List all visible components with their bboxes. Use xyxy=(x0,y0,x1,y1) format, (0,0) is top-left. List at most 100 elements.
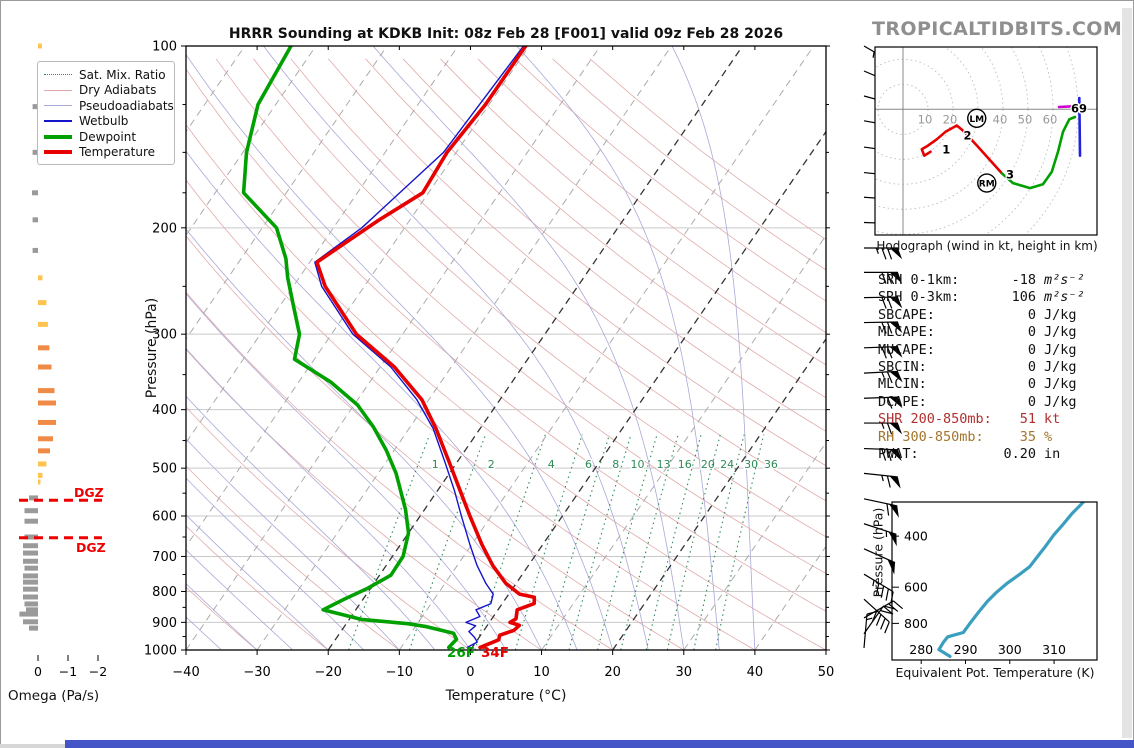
surface-dewpoint-label: 26F xyxy=(446,645,475,661)
stat-value: 51 xyxy=(1019,411,1036,428)
svg-text:RM: RM xyxy=(979,180,995,190)
surface-temperature-label: 34F xyxy=(480,645,509,661)
stat-unit: m²s⁻² xyxy=(1044,289,1085,306)
svg-text:600: 600 xyxy=(152,510,177,525)
legend-swatch-icon xyxy=(44,120,72,123)
stat-row: MLCIN: 0 J/kg xyxy=(878,376,1128,393)
stat-label: PWAT: xyxy=(878,445,919,462)
svg-text:40: 40 xyxy=(993,112,1008,126)
svg-text:60: 60 xyxy=(1043,112,1058,126)
stat-label: SRH 0-1km: xyxy=(878,272,960,288)
stat-label: MLCIN: xyxy=(878,376,927,393)
svg-text:36: 36 xyxy=(764,458,778,471)
svg-text:20: 20 xyxy=(943,112,958,126)
svg-text:300: 300 xyxy=(152,328,177,343)
svg-text:−1: −1 xyxy=(59,664,77,679)
stat-row: SHR 200-850mb: 51 kt xyxy=(878,411,1128,428)
stat-value: 35 xyxy=(1019,428,1036,445)
svg-text:40: 40 xyxy=(747,665,764,680)
legend-item-label: Wetbulb xyxy=(79,114,129,129)
svg-text:400: 400 xyxy=(152,403,177,418)
legend-item: Wetbulb xyxy=(44,114,168,130)
svg-text:0: 0 xyxy=(34,664,42,679)
right-scroll-strip[interactable] xyxy=(1122,8,1132,738)
svg-text:69: 69 xyxy=(1071,101,1087,115)
legend-item-label: Dry Adiabats xyxy=(79,83,157,98)
theta-e-panel xyxy=(937,502,1086,659)
svg-text:280: 280 xyxy=(909,642,933,657)
svg-text:800: 800 xyxy=(904,616,928,631)
stat-unit: J/kg xyxy=(1044,324,1077,341)
svg-text:8: 8 xyxy=(612,458,619,471)
stat-row: SRH 0-1km: -18 m²s⁻² xyxy=(878,272,1128,289)
svg-text:−10: −10 xyxy=(386,665,413,680)
hodograph-caption: Hodograph (wind in kt, height in km) xyxy=(876,239,1098,253)
legend-swatch-icon xyxy=(44,134,72,139)
legend-item: Dry Adiabats xyxy=(44,83,168,99)
stat-value: 0 xyxy=(1027,376,1036,393)
skewt-x-axis-title: Temperature (°C) xyxy=(445,688,567,704)
svg-text:200: 200 xyxy=(152,221,177,236)
stat-value: -18 xyxy=(1011,272,1036,288)
omega-panel: 0 −1 −2 xyxy=(19,43,107,679)
stat-label: SRH 0-3km: xyxy=(878,289,960,306)
dgz-top-label: DGZ xyxy=(74,485,104,500)
stat-label: SBCAPE: xyxy=(878,306,935,323)
stat-unit: kt xyxy=(1044,411,1061,428)
stat-value: 0 xyxy=(1027,341,1036,358)
svg-text:310: 310 xyxy=(1042,642,1066,657)
svg-text:800: 800 xyxy=(152,585,177,600)
legend-swatch-icon xyxy=(44,74,72,76)
legend-item: Pseudoadiabats xyxy=(44,98,174,114)
site-brand[interactable]: TROPICALTIDBITS.COM xyxy=(872,18,1123,40)
svg-text:300: 300 xyxy=(998,642,1022,657)
legend-item-label: Pseudoadiabats xyxy=(79,98,174,113)
stat-row: SBCIN: 0 J/kg xyxy=(878,359,1128,376)
legend-item: Temperature xyxy=(44,145,168,161)
svg-text:3: 3 xyxy=(1006,167,1014,181)
svg-text:900: 900 xyxy=(152,616,177,631)
stats-list: SRH 0-1km: -18 m²s⁻² SRH 0-3km: 106 m²s⁻² SBCA… xyxy=(878,272,1128,463)
stat-row: DCAPE: 0 J/kg xyxy=(878,394,1128,411)
stat-unit: J/kg xyxy=(1044,341,1077,358)
stat-unit: J/kg xyxy=(1044,358,1077,375)
svg-text:2: 2 xyxy=(964,129,972,143)
svg-text:0: 0 xyxy=(466,665,474,680)
stat-label: MLCAPE: xyxy=(878,324,935,341)
svg-text:50: 50 xyxy=(818,665,835,680)
legend-swatch-icon xyxy=(44,89,72,91)
svg-text:1: 1 xyxy=(942,142,950,156)
legend-item: Dewpoint xyxy=(44,129,168,145)
svg-text:700: 700 xyxy=(152,550,177,565)
stat-unit: J/kg xyxy=(1044,376,1077,393)
legend-swatch-icon xyxy=(44,150,72,155)
svg-text:20: 20 xyxy=(701,458,715,471)
svg-text:50: 50 xyxy=(1018,112,1033,126)
svg-text:400: 400 xyxy=(904,529,928,544)
svg-text:1: 1 xyxy=(432,458,439,471)
legend-item-label: Dewpoint xyxy=(79,129,137,144)
legend-item: Sat. Mix. Ratio xyxy=(44,67,168,83)
svg-text:10: 10 xyxy=(630,458,644,471)
stat-unit: in xyxy=(1044,445,1061,462)
svg-text:LM: LM xyxy=(969,115,984,125)
stat-unit: % xyxy=(1044,428,1053,445)
theta-e-y-axis-title: Pressure (hPa) xyxy=(870,507,886,598)
stat-value: 0 xyxy=(1027,324,1036,341)
theta-e-x-axis-title: Equivalent Pot. Temperature (K) xyxy=(895,665,1095,680)
omega-axis-title: Omega (Pa/s) xyxy=(8,688,100,704)
svg-text:4: 4 xyxy=(548,458,555,471)
svg-text:−20: −20 xyxy=(315,665,342,680)
dgz-bottom-label: DGZ xyxy=(76,540,106,555)
stat-unit: J/kg xyxy=(1044,393,1077,410)
svg-text:−30: −30 xyxy=(243,665,270,680)
stat-row: MLCAPE: 0 J/kg xyxy=(878,324,1128,341)
svg-text:−2: −2 xyxy=(89,664,107,679)
svg-text:−40: −40 xyxy=(172,665,199,680)
stat-value: 106 xyxy=(1011,289,1036,306)
svg-text:1000: 1000 xyxy=(144,644,177,659)
stat-unit: J/kg xyxy=(1044,306,1077,323)
skewt-y-axis-title: Pressure (hPa) xyxy=(144,297,160,399)
stat-value: 0 xyxy=(1027,393,1036,410)
